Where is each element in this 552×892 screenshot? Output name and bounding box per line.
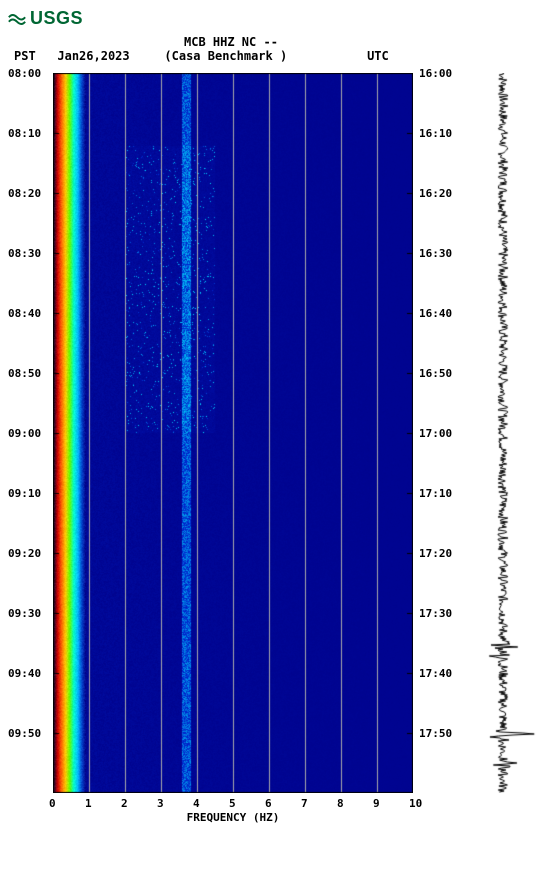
y-right-tick: 16:20 xyxy=(419,187,452,200)
y-axis-left: 08:0008:1008:2008:3008:4008:5009:0009:10… xyxy=(8,73,53,793)
y-right-tick: 17:20 xyxy=(419,547,452,560)
station-desc: (Casa Benchmark ) xyxy=(164,49,297,63)
x-tick: 0 xyxy=(49,797,56,810)
x-tick: 5 xyxy=(229,797,236,810)
x-tick: 10 xyxy=(409,797,422,810)
pst-label: PST xyxy=(14,49,36,63)
x-tick: 1 xyxy=(85,797,92,810)
header: MCB HHZ NC -- PST Jan26,2023 (Casa Bench… xyxy=(8,35,544,63)
x-tick: 8 xyxy=(337,797,344,810)
spectrogram-canvas xyxy=(53,73,413,793)
x-tick: 6 xyxy=(265,797,272,810)
y-right-tick: 16:40 xyxy=(419,307,452,320)
plot-area: 08:0008:1008:2008:3008:4008:5009:0009:10… xyxy=(8,73,544,843)
wave-icon xyxy=(8,10,26,28)
usgs-logo: USGS xyxy=(8,8,544,29)
y-right-tick: 16:10 xyxy=(419,127,452,140)
logo-text: USGS xyxy=(30,8,83,29)
x-tick: 9 xyxy=(373,797,380,810)
y-right-tick: 16:00 xyxy=(419,67,452,80)
station-line: MCB HHZ NC -- xyxy=(184,35,334,49)
x-tick: 3 xyxy=(157,797,164,810)
y-right-tick: 16:50 xyxy=(419,367,452,380)
x-tick: 4 xyxy=(193,797,200,810)
y-axis-right: 16:0016:1016:2016:3016:4016:5017:0017:10… xyxy=(413,73,463,793)
x-tick: 7 xyxy=(301,797,308,810)
x-axis-label: FREQUENCY (HZ) xyxy=(53,811,413,824)
seismogram-canvas xyxy=(468,73,538,793)
x-tick: 2 xyxy=(121,797,128,810)
y-right-tick: 16:30 xyxy=(419,247,452,260)
y-right-tick: 17:30 xyxy=(419,607,452,620)
date-label: Jan26,2023 xyxy=(57,49,129,63)
y-right-tick: 17:50 xyxy=(419,727,452,740)
y-right-tick: 17:40 xyxy=(419,667,452,680)
utc-label: UTC xyxy=(297,49,544,63)
y-right-tick: 17:10 xyxy=(419,487,452,500)
y-right-tick: 17:00 xyxy=(419,427,452,440)
